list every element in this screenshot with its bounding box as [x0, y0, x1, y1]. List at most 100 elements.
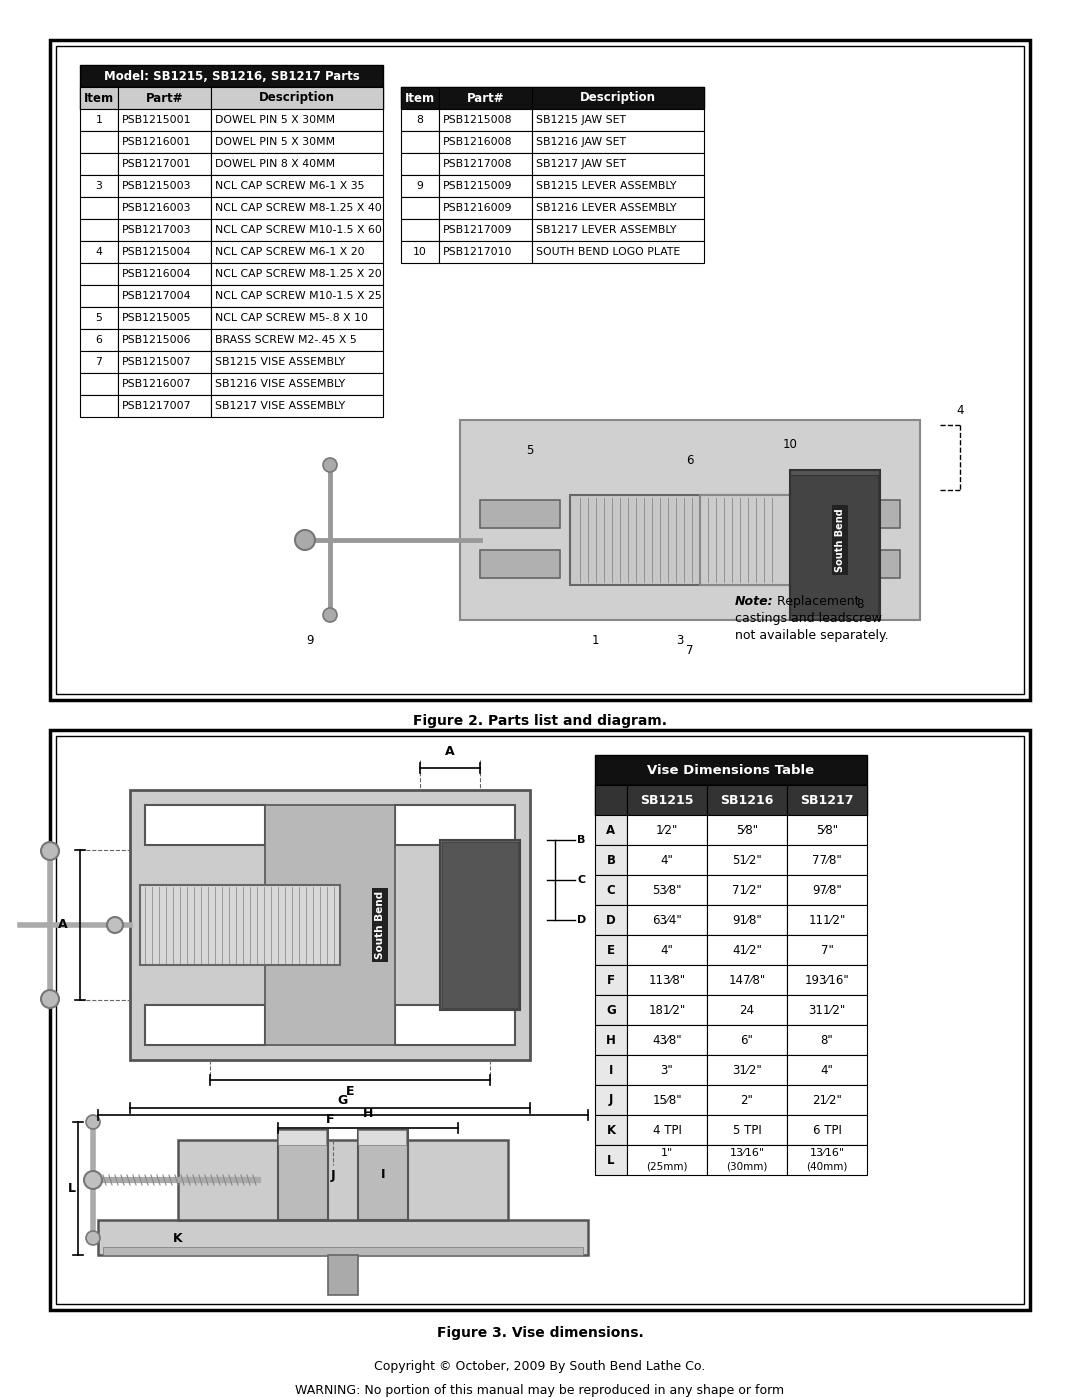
- Text: SB1215 VISE ASSEMBLY: SB1215 VISE ASSEMBLY: [215, 358, 346, 367]
- Bar: [595, 1146, 627, 1175]
- Bar: [707, 785, 787, 814]
- Text: PSB1216004: PSB1216004: [122, 270, 191, 279]
- Text: E: E: [346, 1085, 354, 1098]
- Bar: [787, 814, 867, 845]
- Bar: [787, 965, 867, 995]
- Text: D: D: [577, 915, 586, 925]
- Text: 5 TPI: 5 TPI: [732, 1123, 761, 1137]
- Bar: [80, 87, 383, 109]
- Bar: [787, 845, 867, 875]
- Bar: [211, 131, 383, 154]
- Bar: [130, 789, 530, 1060]
- Text: 5⁄8": 5⁄8": [815, 823, 838, 837]
- Bar: [707, 1025, 787, 1055]
- Text: F: F: [607, 974, 615, 986]
- Bar: [707, 845, 787, 875]
- Circle shape: [295, 529, 315, 550]
- Text: 311⁄2": 311⁄2": [808, 1003, 846, 1017]
- Bar: [787, 1146, 867, 1175]
- Text: 3: 3: [95, 182, 103, 191]
- Bar: [627, 814, 707, 845]
- Text: PSB1215008: PSB1215008: [443, 115, 513, 124]
- Text: 10: 10: [783, 439, 797, 451]
- Text: 8": 8": [821, 1034, 834, 1046]
- Text: F: F: [326, 1113, 334, 1126]
- Text: Part#: Part#: [467, 91, 504, 105]
- Text: 4 TPI: 4 TPI: [652, 1123, 681, 1137]
- Bar: [595, 1025, 627, 1055]
- Text: E: E: [607, 943, 615, 957]
- Bar: [787, 1115, 867, 1146]
- Text: A: A: [58, 918, 68, 932]
- Bar: [80, 66, 383, 87]
- Bar: [707, 1055, 787, 1085]
- Circle shape: [84, 1171, 102, 1189]
- Text: 13⁄16": 13⁄16": [729, 1148, 765, 1158]
- Text: PSB1217007: PSB1217007: [122, 401, 191, 411]
- Bar: [627, 1055, 707, 1085]
- Text: Part#: Part#: [146, 91, 184, 105]
- Bar: [118, 175, 211, 197]
- Bar: [80, 373, 118, 395]
- Bar: [595, 785, 867, 814]
- Bar: [707, 995, 787, 1025]
- Text: 13⁄16": 13⁄16": [809, 1148, 845, 1158]
- Bar: [80, 330, 118, 351]
- Text: SOUTH BEND LOGO PLATE: SOUTH BEND LOGO PLATE: [536, 247, 680, 257]
- Text: C: C: [577, 875, 585, 886]
- Bar: [118, 395, 211, 416]
- Bar: [627, 905, 707, 935]
- Bar: [595, 845, 627, 875]
- Text: 1⁄2": 1⁄2": [656, 823, 678, 837]
- Text: PSB1216003: PSB1216003: [122, 203, 191, 212]
- Text: not available separately.: not available separately.: [735, 629, 889, 643]
- Bar: [211, 395, 383, 416]
- Bar: [532, 154, 704, 175]
- Text: SB1216 VISE ASSEMBLY: SB1216 VISE ASSEMBLY: [215, 379, 346, 388]
- Bar: [707, 875, 787, 905]
- Text: SB1217: SB1217: [800, 793, 854, 806]
- Text: 3": 3": [661, 1063, 673, 1077]
- Bar: [627, 785, 707, 814]
- Circle shape: [107, 916, 123, 933]
- Bar: [98, 1220, 588, 1255]
- Bar: [118, 87, 211, 109]
- Bar: [118, 154, 211, 175]
- Bar: [211, 263, 383, 285]
- Bar: [211, 175, 383, 197]
- Bar: [80, 131, 118, 154]
- Bar: [627, 875, 707, 905]
- Text: PSB1215009: PSB1215009: [443, 182, 513, 191]
- Text: 77⁄8": 77⁄8": [812, 854, 842, 866]
- Text: PSB1216001: PSB1216001: [122, 137, 191, 147]
- Text: L: L: [607, 1154, 615, 1166]
- Bar: [357, 1130, 408, 1220]
- Text: SB1215 LEVER ASSEMBLY: SB1215 LEVER ASSEMBLY: [536, 182, 676, 191]
- Bar: [211, 109, 383, 131]
- Text: WARNING: No portion of this manual may be reproduced in any shape or form: WARNING: No portion of this manual may b…: [296, 1384, 784, 1397]
- Text: South Bend: South Bend: [835, 509, 845, 571]
- Text: B: B: [607, 854, 616, 866]
- Text: 1": 1": [661, 1148, 673, 1158]
- Bar: [707, 905, 787, 935]
- Bar: [595, 935, 627, 965]
- Text: 4: 4: [956, 404, 963, 416]
- Bar: [401, 219, 438, 242]
- Text: BRASS SCREW M2-.45 X 5: BRASS SCREW M2-.45 X 5: [215, 335, 356, 345]
- Text: PSB1215007: PSB1215007: [122, 358, 191, 367]
- Text: Vise Dimensions Table: Vise Dimensions Table: [647, 764, 814, 777]
- Bar: [80, 242, 118, 263]
- Text: 111⁄2": 111⁄2": [808, 914, 846, 926]
- Text: J: J: [330, 1168, 335, 1182]
- Text: SB1217 JAW SET: SB1217 JAW SET: [536, 159, 626, 169]
- Text: 4: 4: [95, 247, 103, 257]
- Bar: [707, 1115, 787, 1146]
- Text: NCL CAP SCREW M5-.8 X 10: NCL CAP SCREW M5-.8 X 10: [215, 313, 368, 323]
- Bar: [627, 1115, 707, 1146]
- Text: NCL CAP SCREW M6-1 X 20: NCL CAP SCREW M6-1 X 20: [215, 247, 365, 257]
- Bar: [787, 995, 867, 1025]
- Text: H: H: [363, 1106, 374, 1120]
- Bar: [118, 109, 211, 131]
- Text: Note:: Note:: [735, 595, 773, 608]
- Bar: [118, 242, 211, 263]
